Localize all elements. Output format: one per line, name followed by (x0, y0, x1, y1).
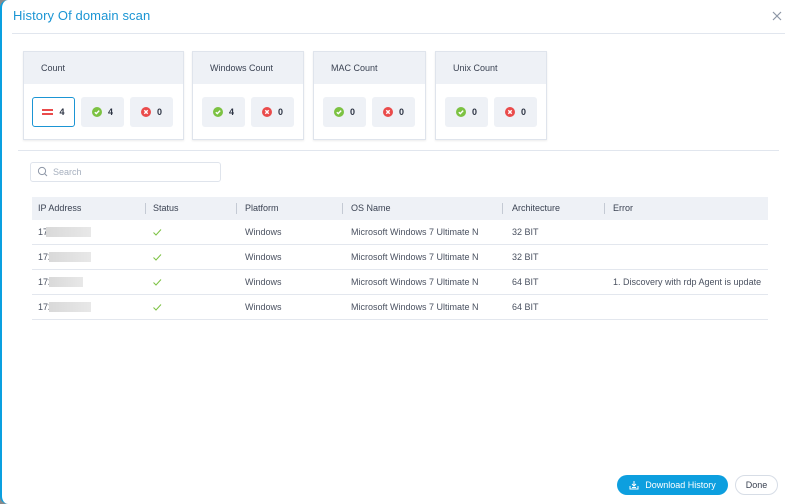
column-header-status[interactable]: Status (153, 203, 179, 213)
column-header-ip[interactable]: IP Address (38, 203, 82, 213)
error-cell: 1. Discovery with rdp Agent is update (613, 277, 762, 287)
table-row[interactable]: 172 Windows Microsoft Windows 7 Ultimate… (32, 245, 768, 270)
failed-count-pill[interactable]: 0 (130, 97, 173, 127)
windows-failed-pill[interactable]: 0 (251, 97, 294, 127)
check-circle-icon (91, 107, 102, 117)
os-name-cell: Microsoft Windows 7 Ultimate N (351, 277, 479, 287)
os-name-cell: Microsoft Windows 7 Ultimate N (351, 302, 479, 312)
x-circle-icon (504, 107, 515, 117)
column-resize-handle[interactable] (502, 203, 503, 214)
ip-address-cell: 172 (38, 277, 54, 287)
platform-cell: Windows (245, 302, 282, 312)
architecture-cell: 64 BIT (512, 302, 539, 312)
redacted-ip (49, 277, 83, 287)
check-icon (153, 279, 162, 286)
mac-failed-pill[interactable]: 0 (372, 97, 415, 127)
unix-success-pill[interactable]: 0 (445, 97, 488, 127)
check-circle-icon (455, 107, 466, 117)
section-divider (18, 150, 779, 151)
platform-cell: Windows (245, 227, 282, 237)
column-header-error[interactable]: Error (613, 203, 633, 213)
column-header-os-name[interactable]: OS Name (351, 203, 391, 213)
check-icon (153, 229, 162, 236)
redacted-ip (49, 302, 91, 312)
column-resize-handle[interactable] (236, 203, 237, 214)
x-circle-icon (261, 107, 272, 117)
total-count-pill[interactable]: 4 (32, 97, 75, 127)
close-icon (772, 11, 782, 21)
windows-success-pill[interactable]: 4 (202, 97, 245, 127)
ip-address-cell: 17 (38, 227, 49, 237)
pill-value: 4 (107, 107, 113, 117)
pill-value: 4 (228, 107, 234, 117)
check-circle-icon (212, 107, 223, 117)
column-resize-handle[interactable] (604, 203, 605, 214)
card-title: Unix Count (436, 52, 546, 84)
unix-failed-pill[interactable]: 0 (494, 97, 537, 127)
architecture-cell: 64 BIT (512, 277, 539, 287)
mac-success-pill[interactable]: 0 (323, 97, 366, 127)
table-header: IP Address Status Platform OS Name Archi… (32, 197, 768, 220)
done-label: Done (745, 480, 768, 490)
platform-cell: Windows (245, 252, 282, 262)
pill-value: 0 (156, 107, 162, 117)
card-title: Count (24, 52, 183, 84)
table-row[interactable]: 172 Windows Microsoft Windows 7 Ultimate… (32, 270, 768, 295)
pill-value: 0 (471, 107, 477, 117)
unix-count-card: Unix Count 0 0 (435, 51, 547, 140)
equals-icon (42, 108, 54, 116)
card-title: MAC Count (314, 52, 425, 84)
pill-value: 0 (277, 107, 283, 117)
download-history-button[interactable]: Download History (617, 475, 728, 495)
search-box[interactable] (30, 162, 221, 182)
ip-address-cell: 172 (38, 302, 54, 312)
architecture-cell: 32 BIT (512, 227, 539, 237)
redacted-ip (49, 252, 91, 262)
check-icon (153, 254, 162, 261)
search-icon (37, 166, 48, 177)
scan-history-table: IP Address Status Platform OS Name Archi… (32, 197, 768, 320)
x-circle-icon (382, 107, 393, 117)
redacted-ip (46, 227, 91, 237)
close-button[interactable] (770, 9, 784, 23)
column-header-platform[interactable]: Platform (245, 203, 279, 213)
pill-value: 0 (398, 107, 404, 117)
check-circle-icon (333, 107, 344, 117)
download-history-label: Download History (645, 480, 716, 490)
pill-value: 0 (520, 107, 526, 117)
done-button[interactable]: Done (735, 475, 778, 495)
windows-count-card: Windows Count 4 0 (192, 51, 304, 140)
card-title: Windows Count (193, 52, 303, 84)
table-row[interactable]: 17 Windows Microsoft Windows 7 Ultimate … (32, 220, 768, 245)
mac-count-card: MAC Count 0 0 (313, 51, 426, 140)
table-row[interactable]: 172 Windows Microsoft Windows 7 Ultimate… (32, 295, 768, 320)
search-input[interactable] (53, 167, 213, 177)
ip-address-cell: 172 (38, 252, 54, 262)
download-icon (629, 481, 639, 490)
x-circle-icon (140, 107, 151, 117)
pill-value: 4 (59, 107, 65, 117)
check-icon (153, 304, 162, 311)
title-divider (12, 33, 785, 34)
dialog-title: History Of domain scan (13, 8, 151, 23)
platform-cell: Windows (245, 277, 282, 287)
count-card: Count 4 4 0 (23, 51, 184, 140)
os-name-cell: Microsoft Windows 7 Ultimate N (351, 227, 479, 237)
column-resize-handle[interactable] (145, 203, 146, 214)
success-count-pill[interactable]: 4 (81, 97, 124, 127)
os-name-cell: Microsoft Windows 7 Ultimate N (351, 252, 479, 262)
architecture-cell: 32 BIT (512, 252, 539, 262)
column-resize-handle[interactable] (342, 203, 343, 214)
column-header-architecture[interactable]: Architecture (512, 203, 561, 213)
pill-value: 0 (349, 107, 355, 117)
